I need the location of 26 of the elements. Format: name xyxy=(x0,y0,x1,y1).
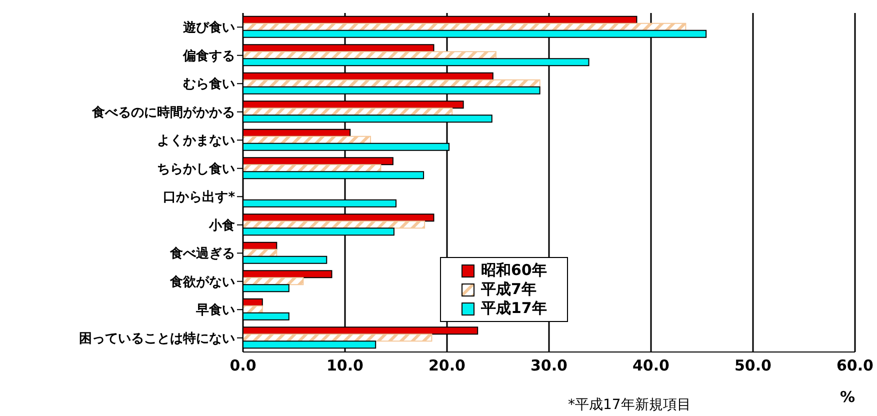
legend-label: 平成7年 xyxy=(481,280,536,299)
x-tick-label: 0.0 xyxy=(230,356,256,375)
bar xyxy=(243,334,432,342)
x-axis-title: % xyxy=(840,388,855,406)
x-tick-label: 40.0 xyxy=(632,356,670,375)
x-tick-label: 50.0 xyxy=(734,356,772,375)
x-tick-label: 20.0 xyxy=(428,356,466,375)
y-tick-label: 食べるのに時間がかかる xyxy=(91,105,235,120)
y-tick-label: 遊び食い xyxy=(183,20,235,36)
y-tick-label: 食べ過ぎる xyxy=(169,246,235,262)
bar xyxy=(243,277,304,286)
text: *平成17年新規項目 xyxy=(568,396,691,414)
x-tick-label: 60.0 xyxy=(836,356,874,375)
y-tick-label: むら食い xyxy=(183,77,235,92)
y-tick-label: 困っていることは特にない xyxy=(79,331,235,346)
y-tick-label: よくかまない xyxy=(157,134,235,149)
y-tick-label: 小食 xyxy=(208,218,235,234)
x-tick-label: 10.0 xyxy=(326,356,364,375)
y-tick-label: 早食い xyxy=(195,303,235,318)
y-tick-label: 食欲がない xyxy=(169,274,235,290)
legend-label: 平成17年 xyxy=(481,299,547,318)
x-tick-label: 30.0 xyxy=(530,356,568,375)
y-tick-label: ちらかし食い xyxy=(157,162,235,177)
y-tick-label: 口から出す* xyxy=(163,190,236,206)
y-tick-label: 偏食する xyxy=(182,48,235,64)
legend-label: 昭和60年 xyxy=(481,261,547,280)
